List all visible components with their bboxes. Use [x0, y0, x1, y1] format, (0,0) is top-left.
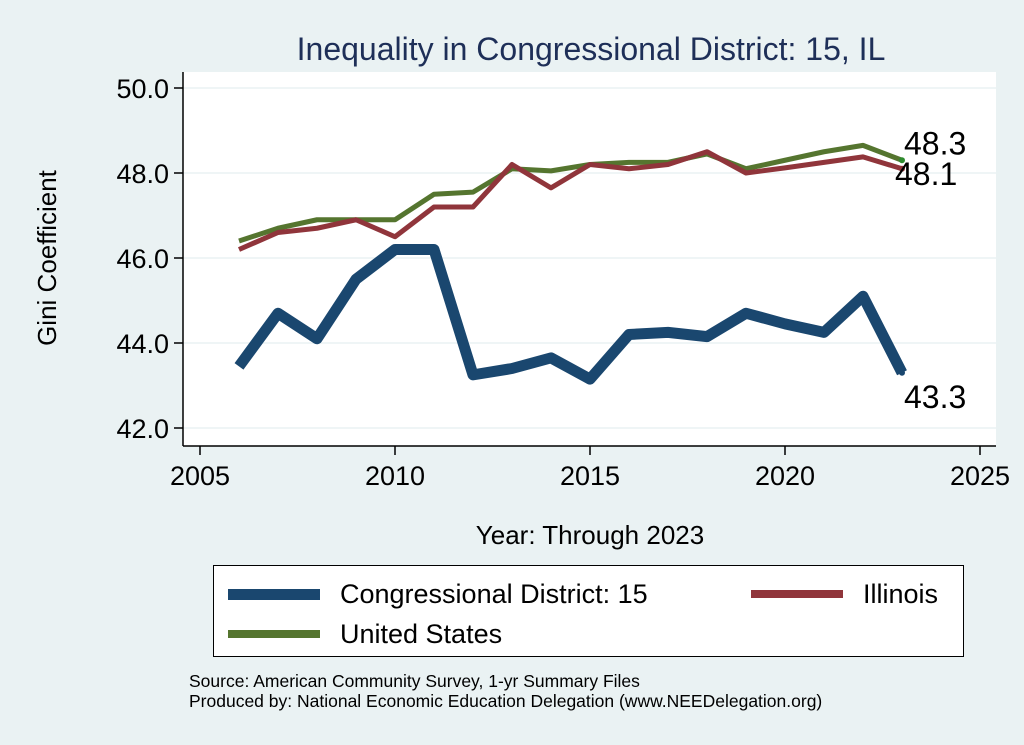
legend-label-district: Congressional District: 15 [340, 578, 648, 609]
y-tick-label: 44.0 [116, 329, 169, 359]
legend-label-united-states: United States [340, 618, 503, 649]
end-label-district: 43.3 [904, 379, 966, 415]
x-tick-label: 2015 [560, 461, 620, 491]
source-note: Source: American Community Survey, 1-yr … [189, 671, 822, 711]
chart-title: Inequality in Congressional District: 15… [297, 31, 886, 67]
x-axis-label: Year: Through 2023 [476, 520, 704, 550]
y-axis-label: Gini Coefficient [32, 169, 62, 346]
x-tick-label: 2025 [950, 461, 1010, 491]
end-label-illinois: 48.1 [895, 156, 957, 192]
legend-swatch-district [228, 588, 320, 600]
legend-item-district: Congressional District: 15 [228, 574, 648, 614]
x-tick-label: 2005 [170, 461, 230, 491]
y-tick-label: 46.0 [116, 244, 169, 274]
x-tick-label: 2020 [755, 461, 815, 491]
legend-swatch-illinois [751, 590, 843, 598]
legend-swatch-united-states [228, 630, 320, 638]
legend: Congressional District: 15 Illinois Unit… [213, 565, 964, 657]
y-tick-label: 50.0 [116, 74, 169, 104]
y-tick-label: 48.0 [116, 159, 169, 189]
series-endpoint [899, 369, 905, 376]
legend-item-illinois: Illinois [751, 574, 938, 614]
series-endpoint [899, 165, 905, 172]
end-label-united-states: 48.3 [904, 125, 966, 161]
series-endpoint [899, 157, 905, 164]
legend-label-illinois: Illinois [863, 578, 939, 609]
produced-by-line: Produced by: National Economic Education… [189, 691, 823, 711]
series-line-district [234, 244, 907, 385]
source-line: Source: American Community Survey, 1-yr … [189, 671, 640, 691]
series-line-illinois [238, 149, 903, 252]
plot-area [183, 72, 996, 446]
y-tick-label: 42.0 [116, 414, 169, 444]
legend-item-united-states: United States [228, 614, 502, 654]
x-tick-label: 2010 [365, 461, 425, 491]
